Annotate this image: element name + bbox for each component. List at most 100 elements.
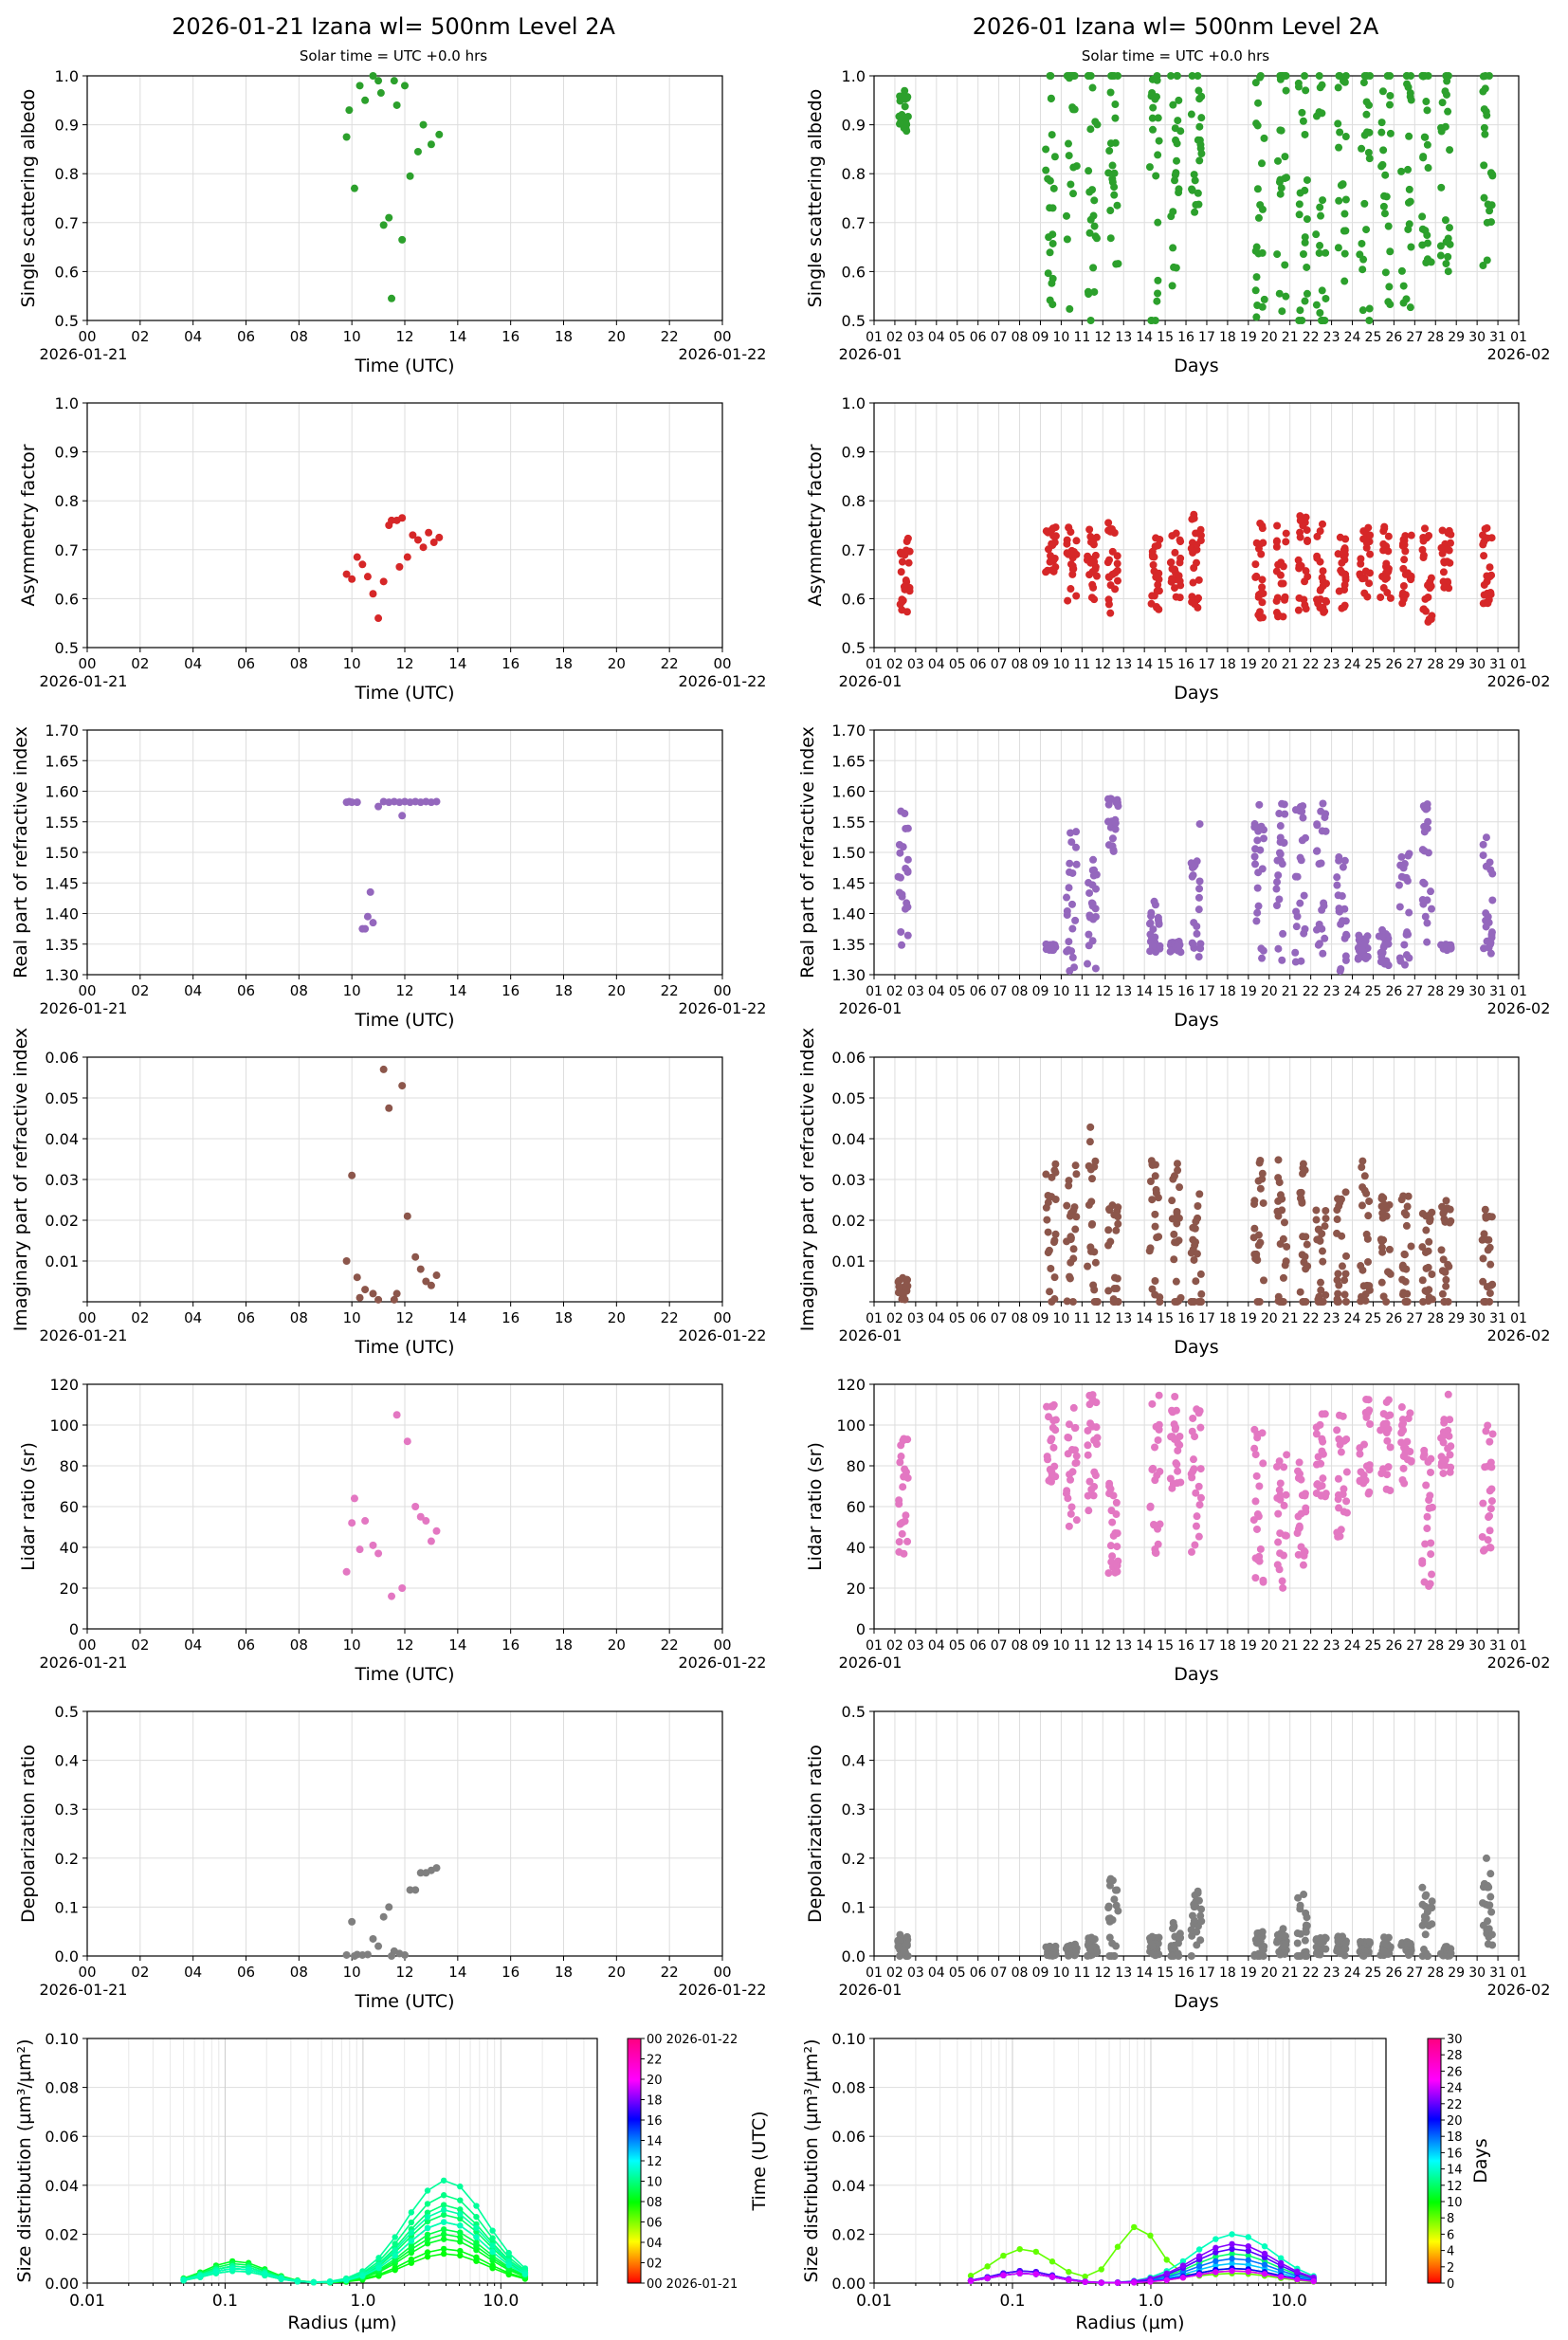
x-tick-label: 12 xyxy=(395,982,413,999)
data-point xyxy=(1480,123,1488,132)
data-point xyxy=(1444,252,1452,261)
data-point xyxy=(1322,1206,1330,1215)
x-tick-label: 05 xyxy=(949,984,966,999)
data-point xyxy=(1315,248,1323,257)
x-tick-label: 30 xyxy=(1468,1965,1486,1981)
data-point xyxy=(1407,576,1415,584)
data-point xyxy=(1407,1242,1415,1251)
data-point xyxy=(1362,226,1371,234)
data-point xyxy=(1065,938,1073,946)
size-point xyxy=(359,2273,366,2279)
data-point xyxy=(1104,841,1113,850)
data-point xyxy=(1425,615,1433,624)
data-point xyxy=(1110,169,1119,177)
data-point xyxy=(1256,846,1265,854)
x-tick-label: 12 xyxy=(1094,984,1111,999)
data-point xyxy=(1108,174,1117,183)
data-point xyxy=(1380,522,1389,531)
data-point xyxy=(1191,1224,1199,1233)
size-point xyxy=(1261,2271,1268,2277)
data-point xyxy=(1487,1213,1496,1221)
x-tick-label: 07 xyxy=(991,1965,1008,1981)
data-point xyxy=(903,120,911,129)
data-point xyxy=(1273,594,1282,602)
x-tick-label: 20 xyxy=(1261,1638,1278,1654)
data-point xyxy=(1085,1946,1094,1954)
data-point xyxy=(1292,923,1301,931)
data-point xyxy=(1168,1197,1176,1205)
data-point xyxy=(1400,1479,1409,1488)
data-point xyxy=(1365,1938,1374,1947)
data-point xyxy=(1358,239,1366,247)
data-point xyxy=(1193,1928,1201,1936)
data-point xyxy=(1253,836,1262,845)
data-point xyxy=(1405,132,1413,140)
x-tick-label: 02 xyxy=(131,655,149,672)
x-tick-label: 18 xyxy=(555,655,573,672)
data-point xyxy=(1258,1928,1267,1936)
x-start-date: 2026-01 xyxy=(839,672,903,690)
data-point xyxy=(1112,797,1121,806)
data-point xyxy=(1479,531,1487,539)
data-point xyxy=(1085,1138,1094,1146)
y-tick-label: 20 xyxy=(847,1580,866,1598)
data-point xyxy=(1104,1287,1113,1295)
data-point xyxy=(1421,133,1430,141)
size-point xyxy=(278,2275,284,2282)
data-point xyxy=(898,595,906,604)
data-point xyxy=(1438,99,1447,107)
size-point xyxy=(1310,2277,1317,2285)
data-point xyxy=(1318,1481,1326,1490)
data-point xyxy=(1067,1509,1075,1518)
data-point xyxy=(1424,164,1432,173)
data-point xyxy=(1064,139,1072,148)
data-point xyxy=(897,568,905,576)
data-point xyxy=(1341,1270,1350,1278)
data-point xyxy=(1397,1941,1406,1949)
colorbar-tick-label: 0 xyxy=(1447,2277,1454,2292)
data-point xyxy=(1051,1230,1060,1238)
data-point xyxy=(1421,524,1430,533)
data-point xyxy=(1085,1161,1093,1170)
data-point xyxy=(1062,1945,1070,1953)
data-point xyxy=(1377,953,1386,961)
data-point xyxy=(350,1494,358,1503)
data-point xyxy=(1085,1200,1093,1209)
x-tick-label: 03 xyxy=(907,984,924,999)
data-point xyxy=(1423,938,1431,946)
data-point xyxy=(1488,1430,1497,1438)
data-point xyxy=(1069,72,1078,80)
data-point xyxy=(903,1282,911,1290)
data-point xyxy=(1258,1169,1267,1178)
data-point xyxy=(1379,1419,1388,1428)
data-point xyxy=(1482,1427,1490,1435)
data-point xyxy=(1176,581,1185,590)
data-point xyxy=(1155,1425,1163,1434)
data-point xyxy=(1114,72,1122,80)
data-point xyxy=(1190,863,1198,871)
data-point xyxy=(901,1947,909,1956)
size-curve xyxy=(970,2225,1314,2283)
data-point xyxy=(1443,545,1451,554)
data-point xyxy=(903,855,912,864)
data-point xyxy=(1484,200,1492,209)
y-tick-label: 0.3 xyxy=(55,1801,79,1819)
data-point xyxy=(1426,1491,1434,1500)
data-point xyxy=(1333,873,1341,882)
data-point xyxy=(363,573,372,581)
y-tick-label: 1.45 xyxy=(831,874,866,892)
x-tick-label: 26 xyxy=(1385,330,1402,345)
data-point xyxy=(1072,843,1081,851)
size-point xyxy=(1229,2267,1235,2275)
data-point xyxy=(1321,1410,1329,1418)
data-point xyxy=(1170,1255,1178,1264)
size-point xyxy=(457,2229,464,2236)
data-point xyxy=(1068,953,1077,961)
depol-daily-panel: 0.00.10.20.30.40.500 02 04 06 08 10 12 14 16 18 20… xyxy=(18,1703,766,2012)
x-axis-label: Radius (µm) xyxy=(1075,2313,1184,2333)
x-tick-label: 08 xyxy=(1012,1638,1029,1654)
data-point xyxy=(1418,1883,1427,1892)
data-point xyxy=(1256,72,1265,80)
data-point xyxy=(1067,900,1076,908)
